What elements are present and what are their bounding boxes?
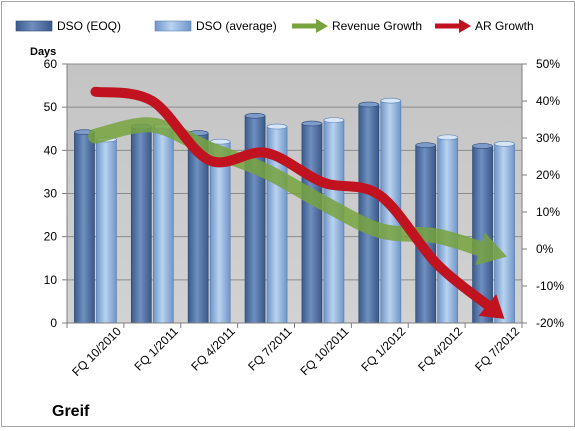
bar-dso-average [96, 139, 117, 324]
bar-top-dso-eoq [415, 142, 436, 148]
x-axis-ticks: FQ 10/2010 FQ 1/2011 FQ 4/2011 FQ 7/2011 FQ … [66, 323, 523, 379]
bar-dso-eoq [301, 123, 323, 324]
y2-tick-label: 10% [536, 205, 560, 219]
bar-top-dso-eoq [358, 101, 380, 108]
y-tick-label: 30 [44, 187, 58, 201]
y-tick-label: 20 [44, 230, 58, 244]
bar-dso-average [152, 126, 174, 324]
y-tick-label: 50 [44, 100, 58, 114]
legend: DSO (EOQ) DSO (average) Revenue Growth A… [15, 19, 534, 33]
y2-tick-label: -10% [536, 279, 564, 293]
bar-top-dso-average [494, 141, 515, 147]
y2-tick-label: -20% [536, 316, 564, 330]
y-axis-title: Days [30, 46, 56, 58]
legend-label-ar-growth: AR Growth [475, 19, 534, 33]
legend-label-revenue-growth: Revenue Growth [332, 19, 422, 33]
y-tick-label: 0 [50, 316, 57, 330]
bar-top-dso-average [323, 117, 345, 123]
bar-dso-eoq [130, 126, 152, 324]
x-tick-label: FQ 10/2010 [69, 324, 124, 379]
bar-top-dso-eoq [472, 143, 493, 149]
bar-dso-eoq [358, 104, 380, 324]
bar-top-dso-eoq [244, 113, 266, 119]
ar-growth-arrow [90, 86, 505, 319]
y-tick-label: 40 [44, 143, 58, 157]
x-tick-label: FQ 7/2012 [472, 324, 522, 374]
company-label: Greif [52, 403, 90, 420]
y-tick-label: 60 [44, 57, 58, 71]
bar-top-dso-average [437, 134, 458, 141]
legend-swatch-dso-average [154, 20, 192, 32]
y2-axis-ticks: -20% -10% 0% 10% 20% 30% 40% 50% [522, 57, 564, 330]
bar-top-dso-average [380, 97, 402, 104]
x-tick-label: FQ 7/2011 [245, 324, 295, 374]
y2-tick-label: 50% [536, 57, 560, 71]
revenue-growth-arrow-line [87, 117, 488, 257]
x-tick-label: FQ 4/2011 [188, 324, 238, 374]
y2-tick-label: 40% [536, 94, 560, 108]
growth-arrows [87, 86, 507, 319]
chart-svg: DSO (EOQ) DSO (average) Revenue Growth A… [15, 19, 564, 420]
legend-label-dso-eoq: DSO (EOQ) [57, 19, 121, 33]
revenue-growth-arrow [87, 117, 507, 266]
legend-arrow-ar-growth [435, 19, 471, 33]
bar-dso-average [323, 119, 345, 324]
y2-tick-label: 0% [536, 242, 554, 256]
x-tick-label: FQ 4/2012 [415, 324, 465, 374]
ar-growth-arrow-head [478, 294, 505, 319]
y2-tick-label: 20% [536, 168, 560, 182]
y2-tick-label: 30% [536, 131, 560, 145]
x-tick-label: FQ 10/2011 [297, 324, 351, 378]
y-axis-ticks: 0 10 20 30 40 50 60 [44, 57, 67, 330]
bar-dso-eoq [244, 115, 266, 324]
bar-top-dso-eoq [301, 120, 323, 127]
legend-swatch-dso-eoq [15, 20, 53, 32]
x-tick-label: FQ 1/2011 [132, 324, 182, 374]
y-tick-label: 10 [44, 273, 58, 287]
legend-arrow-revenue-growth [292, 19, 328, 33]
ar-growth-arrow-line [90, 86, 493, 311]
bar-dso-average [209, 141, 231, 324]
revenue-growth-arrow-head [475, 232, 507, 266]
bar-top-dso-average [266, 123, 288, 130]
x-tick-label: FQ 1/2012 [358, 324, 408, 374]
bar-dso-average [494, 143, 515, 324]
bar-dso-eoq [74, 131, 95, 324]
legend-label-dso-average: DSO (average) [196, 19, 277, 33]
